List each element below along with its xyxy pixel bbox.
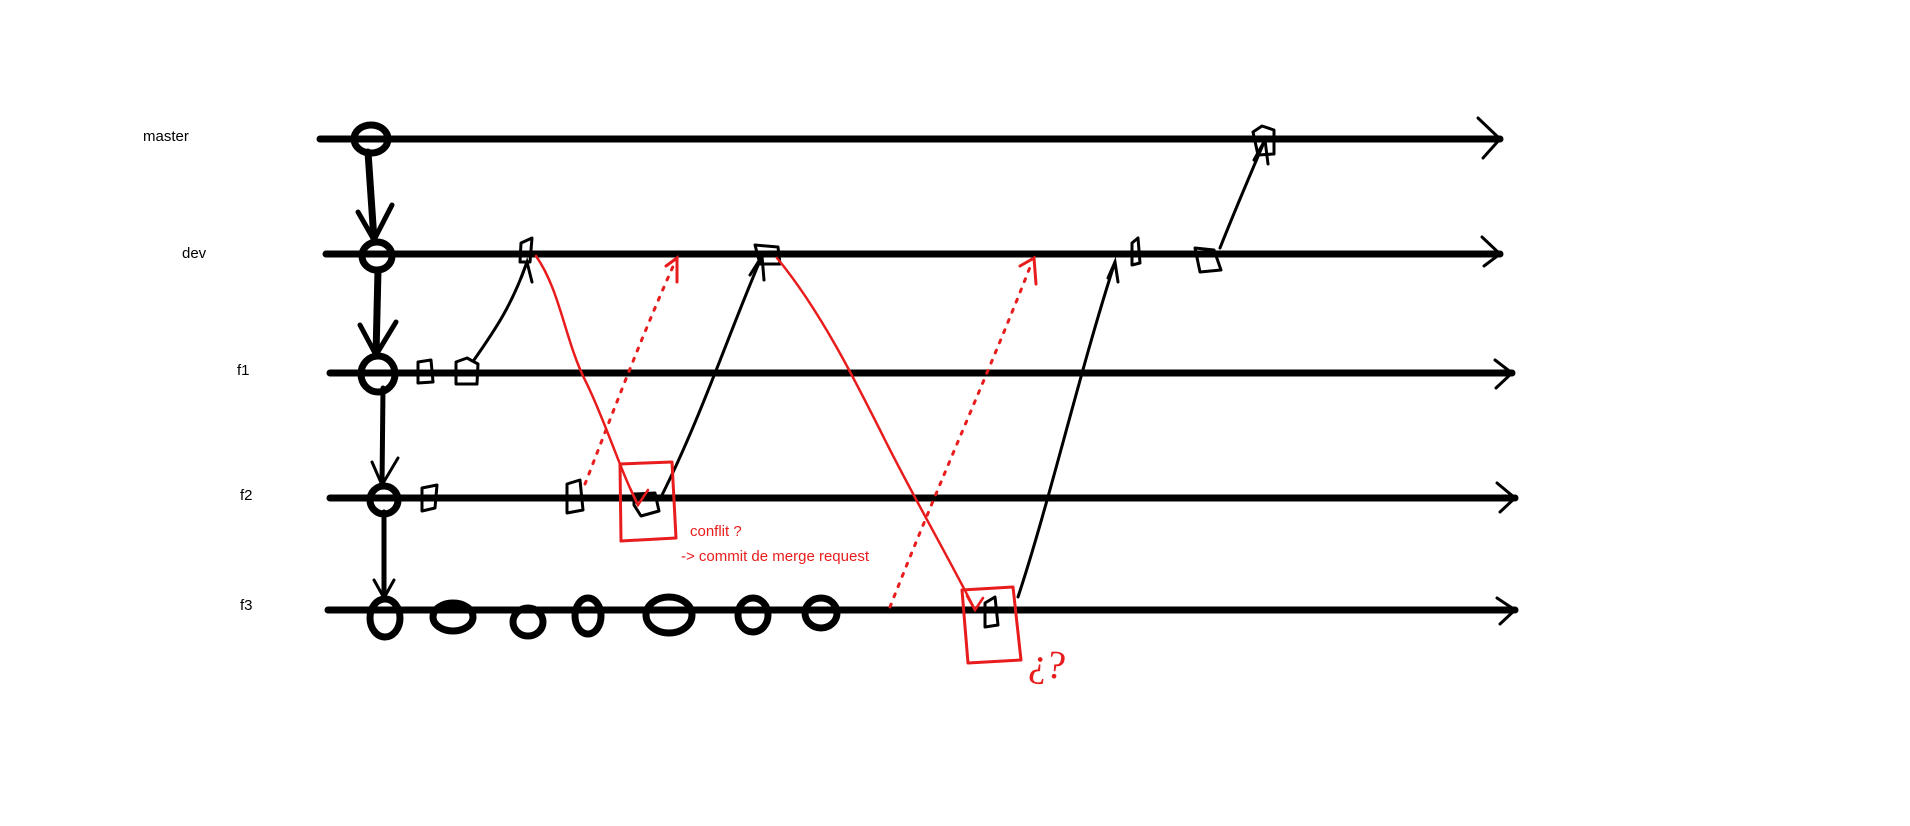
master-origin-commit — [350, 121, 392, 157]
master-arrowhead — [1476, 116, 1503, 160]
branch-arrowheads — [1476, 116, 1518, 626]
f3-to-dev-pending-arrowhead — [1018, 255, 1038, 286]
f3-arrowhead — [1495, 596, 1518, 626]
f2-origin-commit — [366, 482, 402, 518]
f1-arrowhead — [1493, 358, 1515, 390]
f3-conflict-box — [960, 585, 1023, 665]
f2-commit — [420, 483, 439, 513]
dev-commit — [753, 243, 782, 266]
branch-label-dev: dev — [182, 245, 207, 262]
f3-to-dev-pending-path — [888, 260, 1034, 609]
f3-to-dev-merge-arrowhead — [1106, 256, 1120, 284]
f3-commit — [642, 593, 696, 637]
dev-to-master-merge-arrowhead — [1252, 135, 1270, 166]
small-commits — [416, 124, 1276, 629]
f2-conflict-box — [618, 460, 678, 543]
f3-commit — [429, 599, 477, 635]
f1-commit — [454, 356, 480, 386]
dev-origin-commit — [358, 238, 396, 274]
f1-to-f2-arrowhead — [370, 456, 400, 489]
pending-merge-paths — [583, 260, 1034, 609]
dev-commit — [1130, 236, 1142, 267]
f1-commit — [416, 358, 435, 385]
f1-origin-commit — [357, 352, 399, 396]
dev-to-f1-connector — [372, 266, 382, 359]
master-to-dev-connector — [364, 148, 378, 244]
branch-label-f3: f3 — [240, 597, 253, 614]
f1-to-dev-merge-arrowhead — [519, 256, 534, 284]
dev-commit — [1193, 246, 1223, 274]
dev-to-f3-path — [775, 256, 977, 612]
f3-commits — [429, 593, 841, 640]
f2-to-dev-pending-arrowhead — [664, 255, 679, 284]
dev-to-master-merge-path — [1218, 138, 1267, 250]
branch-lines — [316, 135, 1519, 614]
origin-commits — [350, 121, 404, 641]
f2-to-dev-merge-path — [659, 254, 764, 499]
conflict-highlight-boxes — [618, 460, 1023, 665]
dev-to-f3-arrowhead — [965, 594, 985, 613]
f2-merge-commit — [632, 491, 661, 518]
f2-commit — [565, 478, 585, 515]
f1-to-f2-connector — [379, 385, 386, 488]
f3-commit — [801, 594, 841, 632]
branch-label-f2: f2 — [240, 487, 253, 504]
pending-merge-arrowheads — [664, 255, 1038, 286]
f2-to-dev-pending-path — [583, 260, 677, 486]
f2-to-dev-merge-arrowhead — [748, 251, 766, 282]
f3-commit — [509, 604, 547, 640]
f3-commit — [571, 594, 605, 638]
dev-arrowhead — [1480, 235, 1503, 268]
f2-arrowhead — [1495, 481, 1518, 514]
f3-origin-commit — [366, 595, 404, 641]
dev-to-feature-paths — [534, 254, 985, 613]
merge-commit-note: -> commit de merge request — [681, 548, 869, 565]
f3-commit — [734, 594, 772, 636]
f3-merge-commit — [983, 595, 1000, 629]
branch-label-f1: f1 — [237, 362, 250, 379]
dev-to-f2-arrowhead — [628, 486, 650, 508]
conflict-question-note: conflit ? — [690, 523, 742, 540]
dev-to-f2-path — [534, 254, 640, 507]
f1-to-dev-merge-path — [472, 260, 529, 362]
branch-label-master: master — [143, 128, 189, 145]
f3-to-dev-merge-path — [1016, 260, 1117, 599]
merge-paths — [472, 135, 1270, 599]
dev-commit — [518, 236, 534, 264]
